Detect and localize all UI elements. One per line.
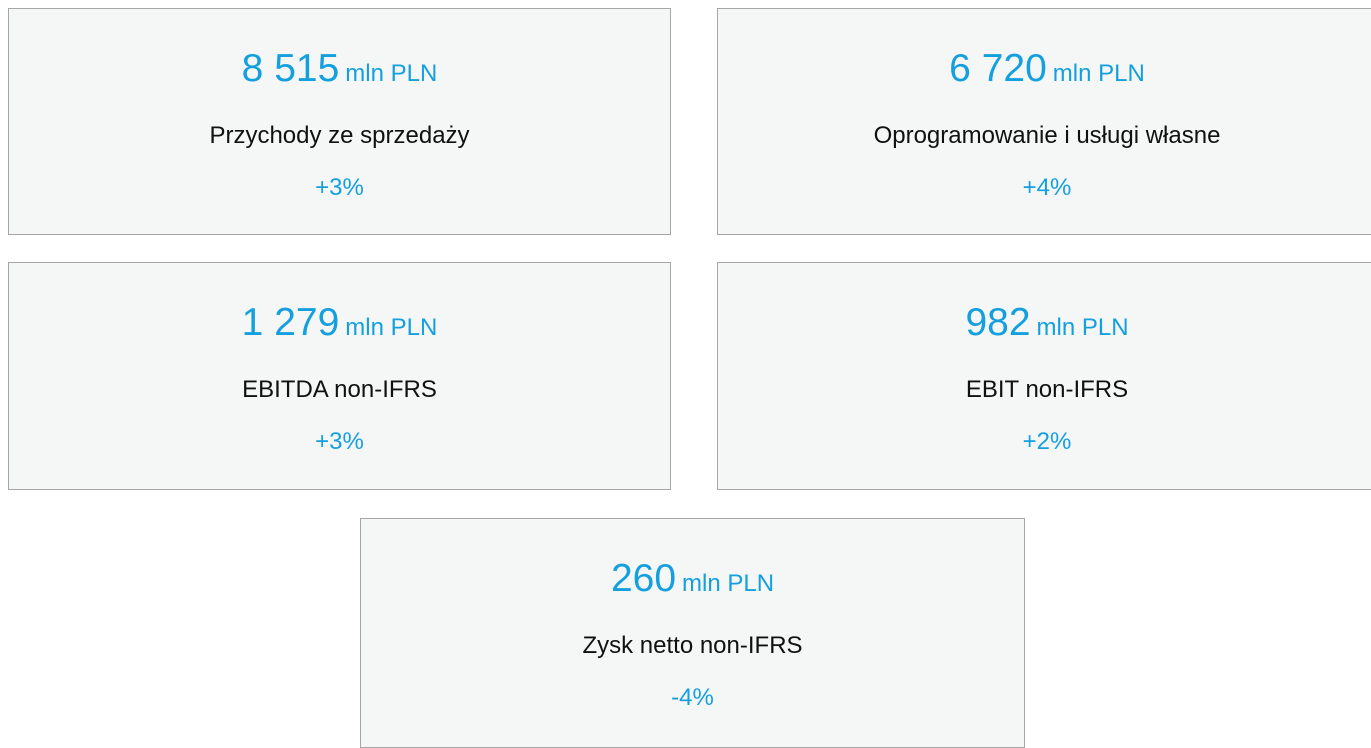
kpi-value: 982 — [965, 301, 1031, 344]
kpi-change: +3% — [315, 428, 364, 455]
kpi-value: 6 720 — [949, 47, 1047, 90]
kpi-card: 982 mln PLN EBIT non-IFRS +2% — [717, 262, 1371, 490]
kpi-unit: mln PLN — [1052, 60, 1145, 87]
kpi-value: 260 — [610, 557, 677, 600]
kpi-label: Przychody ze sprzedaży — [209, 122, 470, 149]
kpi-headline: 982 mln PLN — [718, 301, 1371, 345]
kpi-unit: mln PLN — [682, 570, 775, 597]
kpi-value: 1 279 — [241, 301, 340, 344]
kpi-card: 1 279 mln PLN EBITDA non-IFRS +3% — [8, 262, 671, 490]
kpi-headline: 260 mln PLN — [361, 557, 1024, 601]
kpi-unit: mln PLN — [345, 314, 438, 341]
kpi-card: 260 mln PLN Zysk netto non-IFRS -4% — [360, 518, 1025, 748]
kpi-change: +2% — [1022, 428, 1072, 455]
kpi-change: +3% — [315, 174, 364, 201]
kpi-card: 6 720 mln PLN Oprogramowanie i usługi włas… — [717, 8, 1371, 235]
kpi-label: EBITDA non-IFRS — [242, 376, 437, 403]
kpi-unit: mln PLN — [345, 60, 438, 87]
kpi-label: Zysk netto non-IFRS — [582, 632, 803, 659]
kpi-headline: 8 515 mln PLN — [9, 47, 670, 91]
kpi-headline: 1 279 mln PLN — [9, 301, 670, 345]
kpi-unit: mln PLN — [1036, 314, 1129, 341]
kpi-label: EBIT non-IFRS — [965, 376, 1129, 403]
kpi-card: 8 515 mln PLN Przychody ze sprzedaży +3% — [8, 8, 671, 235]
kpi-value: 8 515 — [241, 47, 340, 90]
kpi-change: +4% — [1022, 174, 1072, 201]
kpi-label: Oprogramowanie i usługi własne — [873, 122, 1221, 149]
kpi-headline: 6 720 mln PLN — [718, 47, 1371, 91]
kpi-change: -4% — [671, 684, 714, 711]
